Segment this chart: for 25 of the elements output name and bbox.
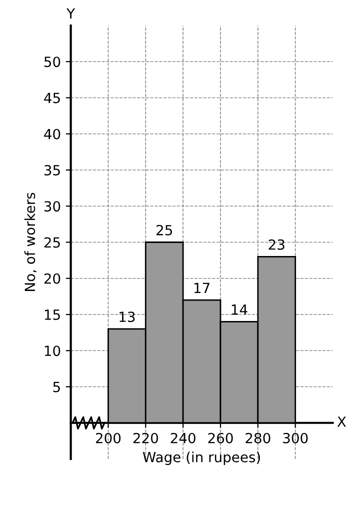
data-label: 25 <box>156 224 172 236</box>
text: Y <box>66 8 76 18</box>
x-tick-label: 260 <box>208 432 233 444</box>
y-tick-label: 20 <box>44 273 60 284</box>
y-tick-label: 5 <box>53 382 60 392</box>
y-tick-label: 35 <box>44 164 60 176</box>
y-tick-label: 10 <box>44 346 60 356</box>
data-label: 14 <box>232 304 248 315</box>
data-label: 23 <box>268 239 284 250</box>
y-axis-title: No, of workers <box>24 192 37 291</box>
x-tick-label: 280 <box>246 432 270 444</box>
y-tick-label: 30 <box>44 201 60 212</box>
data-label: 13 <box>120 312 135 322</box>
y-tick-label: 45 <box>44 92 60 104</box>
y-tick-label: 15 <box>44 310 60 320</box>
x-tick-label: 240 <box>170 432 196 444</box>
x-tick-label: 300 <box>283 432 308 444</box>
y-tick-label: 40 <box>44 128 60 140</box>
data-label: 17 <box>194 282 210 293</box>
text: X <box>337 416 346 427</box>
x-tick-label: 200 <box>96 432 121 444</box>
x-axis-title: Wage (in rupees) <box>142 452 260 466</box>
y-tick-label: 25 <box>44 237 60 248</box>
y-tick-label: 50 <box>44 56 60 68</box>
x-tick-label: 220 <box>133 432 158 444</box>
